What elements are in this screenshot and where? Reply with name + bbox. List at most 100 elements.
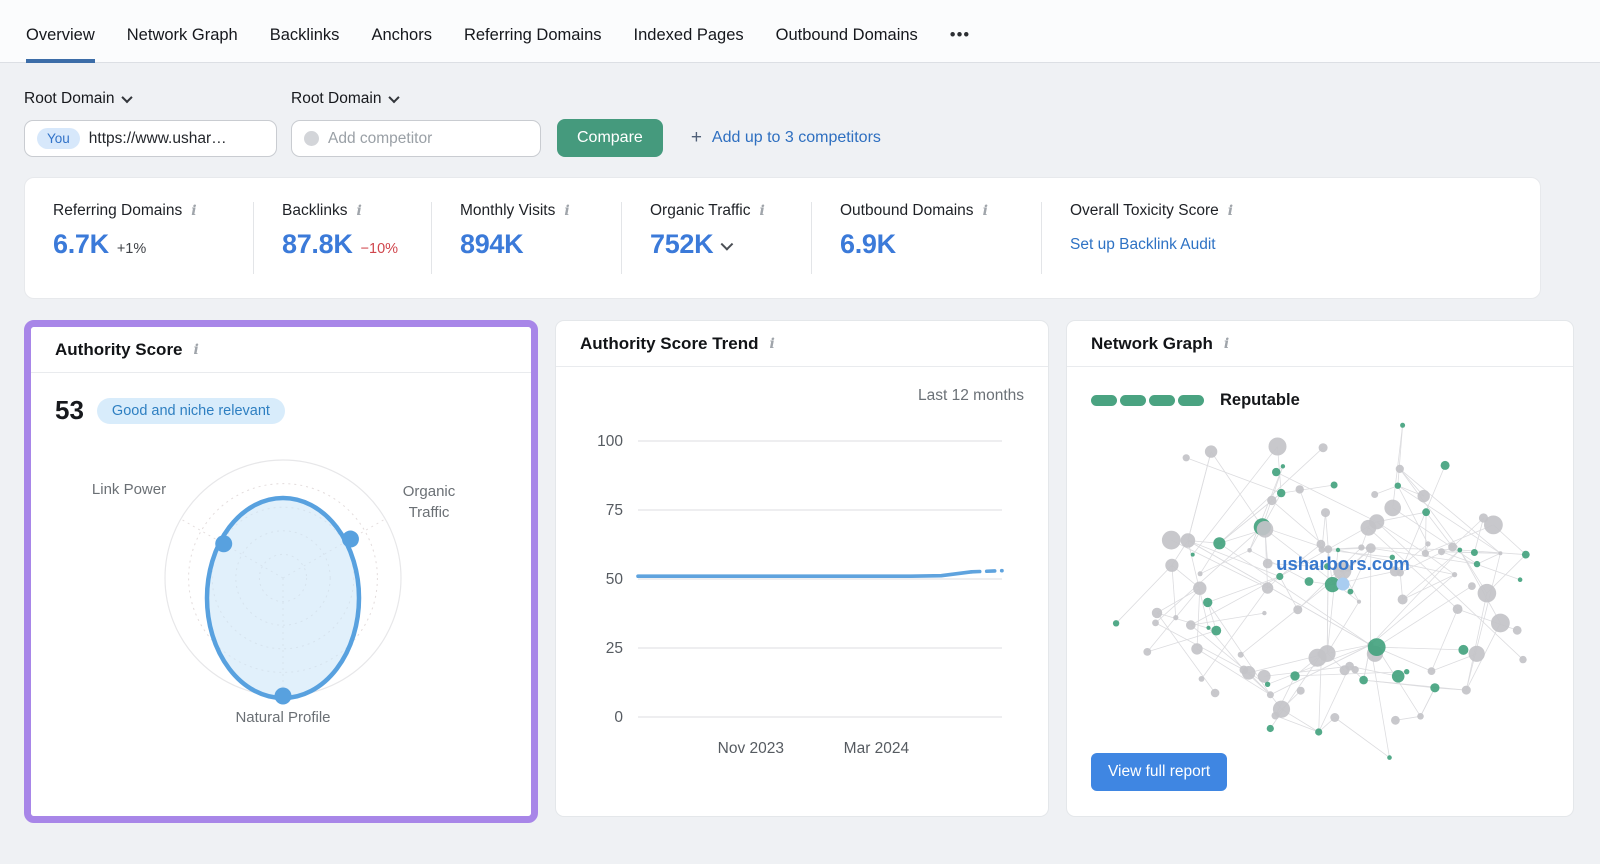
trend-range-label: Last 12 months <box>918 387 1024 404</box>
authority-score-highlight: Authority Score i 53 Good and niche rele… <box>24 320 538 823</box>
authority-score-radar-chart: Link Power Organic Traffic Natural Profile <box>92 459 456 726</box>
reputation-rating: Reputable <box>1091 391 1549 410</box>
metric-label: Overall Toxicity Score i <box>1070 202 1511 220</box>
tab-outbound-domains[interactable]: Outbound Domains <box>775 26 918 44</box>
metric-value-row: 87.8K −10% <box>282 229 421 260</box>
you-domain-value: https://www.ushar… <box>88 129 227 147</box>
you-scope-label: Root Domain <box>24 90 115 107</box>
competitor-scope-label: Root Domain <box>291 90 382 107</box>
tab-overview[interactable]: Overview <box>26 26 95 63</box>
network-nodes <box>1112 422 1530 760</box>
metric-value: 894K <box>460 229 524 259</box>
metric-label-text: Overall Toxicity Score <box>1070 202 1219 219</box>
metric-monthly-visits: Monthly Visits i 894K <box>431 202 621 274</box>
authority-score-card: Authority Score i 53 Good and niche rele… <box>31 327 531 816</box>
add-competitor-input[interactable]: Add competitor <box>291 120 541 157</box>
x-tick-label: Nov 2023 <box>718 740 784 757</box>
tab-anchors[interactable]: Anchors <box>371 26 432 44</box>
radar-grid-ring <box>188 483 378 673</box>
info-icon[interactable]: i <box>193 341 199 358</box>
metric-label-text: Backlinks <box>282 202 348 219</box>
more-tabs-button[interactable]: ••• <box>949 26 971 44</box>
x-tick-label: Mar 2024 <box>844 740 910 757</box>
you-domain-input[interactable]: You https://www.ushar… <box>24 120 277 157</box>
info-icon[interactable]: i <box>564 203 570 219</box>
add-competitors-link[interactable]: + Add up to 3 competitors <box>691 127 881 149</box>
radar-axis-label-link-power: Link Power <box>92 481 166 498</box>
radar-axis-label-organic-traffic: Organic Traffic <box>403 483 456 521</box>
trend-title: Authority Score Trend <box>580 333 759 353</box>
network-edges <box>1115 425 1527 758</box>
y-tick-label: 0 <box>614 709 623 726</box>
info-icon[interactable]: i <box>1223 335 1230 352</box>
compare-button[interactable]: Compare <box>557 119 663 157</box>
authority-score-badge: Good and niche relevant <box>96 397 285 424</box>
info-icon[interactable]: i <box>759 203 765 219</box>
add-competitors-label: Add up to 3 competitors <box>711 129 881 146</box>
metric-value-row: 6.7K +1% <box>53 229 243 260</box>
metric-value: 87.8K <box>282 229 353 259</box>
comparison-filters: Root Domain You https://www.ushar… Root … <box>24 90 1600 157</box>
radar-point-natural-profile <box>274 687 292 705</box>
rating-segment <box>1149 395 1175 406</box>
metric-backlinks: Backlinks i 87.8K −10% <box>253 202 431 274</box>
metric-label-text: Outbound Domains <box>840 202 974 219</box>
authority-score-title: Authority Score <box>55 339 183 359</box>
metric-value-row: 6.9K <box>840 229 1031 260</box>
authority-score-trend-card: Authority Score Trend i Last 12 months 0… <box>555 320 1049 817</box>
rating-segment <box>1120 395 1146 406</box>
tab-indexed-pages[interactable]: Indexed Pages <box>633 26 744 44</box>
competitor-placeholder: Add competitor <box>328 129 433 147</box>
info-icon[interactable]: i <box>1227 203 1234 219</box>
tab-network-graph[interactable]: Network Graph <box>126 26 238 44</box>
metric-delta: −10% <box>360 241 399 257</box>
authority-score-trend-chart: 0 25 50 75 100 Nov 2023 Mar 2024 <box>597 433 1004 757</box>
y-tick-label: 25 <box>606 640 623 657</box>
backlink-network-graph: usharbors.com <box>1112 422 1530 760</box>
metric-label: Organic Traffic i <box>650 202 801 220</box>
metric-label: Referring Domains i <box>53 202 243 220</box>
rating-segment <box>1091 395 1117 406</box>
metric-label-text: Organic Traffic <box>650 202 751 219</box>
info-icon[interactable]: i <box>982 203 988 219</box>
metrics-summary-bar: Referring Domains i 6.7K +1% Backlinks i 87.8K… <box>24 177 1541 299</box>
metric-label-text: Monthly Visits <box>460 202 556 219</box>
report-tabbar: Overview Network Graph Backlinks Anchors Ref… <box>0 0 1600 63</box>
competitor-dot-icon <box>304 131 319 146</box>
rating-segment <box>1178 395 1204 406</box>
chevron-down-icon <box>388 91 401 104</box>
trend-line <box>636 570 974 578</box>
view-full-report-button[interactable]: View full report <box>1091 753 1228 791</box>
radar-axis-label-natural-profile: Natural Profile <box>235 709 330 726</box>
metric-delta: +1% <box>116 241 147 257</box>
metric-value: 6.7K <box>53 229 109 259</box>
radar-point-organic-traffic <box>341 530 359 548</box>
tab-referring-domains[interactable]: Referring Domains <box>463 26 602 44</box>
overview-cards: Authority Score i 53 Good and niche rele… <box>24 320 1574 823</box>
metric-referring-domains: Referring Domains i 6.7K +1% <box>25 202 253 274</box>
metric-label: Outbound Domains i <box>840 202 1031 220</box>
reputation-label: Reputable <box>1220 391 1300 409</box>
radar-point-link-power <box>215 535 233 553</box>
metric-label-text: Referring Domains <box>53 202 183 219</box>
chevron-down-icon <box>121 91 134 104</box>
tab-backlinks[interactable]: Backlinks <box>269 26 340 44</box>
metric-label: Monthly Visits i <box>460 202 611 220</box>
network-graph-title: Network Graph <box>1091 333 1213 353</box>
setup-backlink-audit-link[interactable]: Set up Backlink Audit <box>1070 236 1216 253</box>
info-icon[interactable]: i <box>356 203 362 219</box>
root-domain-node <box>1336 577 1350 591</box>
competitor-scope-dropdown[interactable]: Root Domain <box>291 90 541 108</box>
y-tick-label: 50 <box>606 571 624 588</box>
chevron-down-icon[interactable] <box>720 237 734 251</box>
trend-line-projected <box>969 568 1004 574</box>
authority-score-value: 53 <box>55 395 84 425</box>
root-domain-label: usharbors.com <box>1276 553 1410 574</box>
y-tick-label: 75 <box>606 502 623 519</box>
info-icon[interactable]: i <box>191 203 197 219</box>
metric-organic-traffic: Organic Traffic i 752K <box>621 202 811 274</box>
info-icon[interactable]: i <box>769 335 775 352</box>
metric-value: 6.9K <box>840 229 896 259</box>
you-scope-dropdown[interactable]: Root Domain <box>24 90 277 108</box>
metric-value-row: 894K <box>460 229 611 260</box>
